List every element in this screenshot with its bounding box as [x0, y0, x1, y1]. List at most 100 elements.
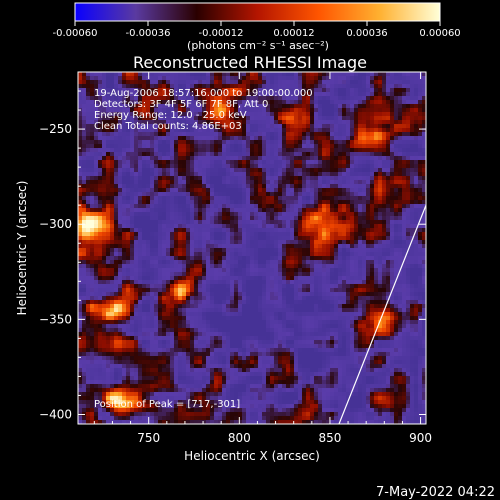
heatmap-cell: [82, 236, 86, 240]
heatmap-cell: [170, 188, 174, 192]
heatmap-cell: [194, 264, 198, 268]
heatmap-cell: [314, 120, 318, 124]
heatmap-cell: [274, 152, 278, 156]
heatmap-cell: [218, 240, 222, 244]
heatmap-cell: [150, 244, 154, 248]
heatmap-cell: [402, 296, 406, 300]
heatmap-cell: [326, 204, 330, 208]
heatmap-cell: [174, 164, 178, 168]
heatmap-cell: [278, 292, 282, 296]
heatmap-cell: [230, 120, 234, 124]
heatmap-cell: [106, 196, 110, 200]
heatmap-cell: [134, 124, 138, 128]
heatmap-cell: [150, 164, 154, 168]
heatmap-cell: [366, 104, 370, 108]
heatmap-cell: [386, 92, 390, 96]
heatmap-cell: [374, 76, 378, 80]
heatmap-cell: [386, 152, 390, 156]
heatmap-cell: [334, 284, 338, 288]
heatmap-cell: [158, 272, 162, 276]
heatmap-cell: [158, 236, 162, 240]
heatmap-cell: [130, 132, 134, 136]
heatmap-cell: [186, 244, 190, 248]
heatmap-cell: [198, 136, 202, 140]
heatmap-cell: [178, 244, 182, 248]
heatmap-cell: [326, 232, 330, 236]
heatmap-cell: [214, 292, 218, 296]
heatmap-cell: [278, 240, 282, 244]
heatmap-cell: [258, 144, 262, 148]
heatmap-cell: [418, 236, 422, 240]
heatmap-cell: [310, 108, 314, 112]
heatmap-cell: [346, 184, 350, 188]
heatmap-cell: [322, 276, 326, 280]
heatmap-cell: [118, 288, 122, 292]
heatmap-cell: [146, 212, 150, 216]
heatmap-cell: [82, 100, 86, 104]
heatmap-cell: [110, 172, 114, 176]
heatmap-cell: [414, 164, 418, 168]
heatmap-cell: [318, 260, 322, 264]
heatmap-cell: [222, 228, 226, 232]
heatmap-cell: [334, 128, 338, 132]
heatmap-cell: [198, 132, 202, 136]
heatmap-cell: [222, 160, 226, 164]
heatmap-cell: [338, 124, 342, 128]
heatmap-cell: [414, 168, 418, 172]
heatmap-cell: [82, 92, 86, 96]
heatmap-cell: [338, 264, 342, 268]
heatmap-cell: [134, 164, 138, 168]
heatmap-cell: [166, 96, 170, 100]
heatmap-cell: [82, 260, 86, 264]
heatmap-cell: [198, 280, 202, 284]
heatmap-cell: [98, 228, 102, 232]
heatmap-cell: [390, 244, 394, 248]
heatmap-cell: [106, 112, 110, 116]
heatmap-cell: [186, 176, 190, 180]
heatmap-cell: [334, 296, 338, 300]
heatmap-cell: [202, 268, 206, 272]
heatmap-cell: [150, 264, 154, 268]
heatmap-cell: [134, 108, 138, 112]
heatmap-cell: [78, 148, 82, 152]
heatmap-cell: [130, 80, 134, 84]
heatmap-cell: [294, 80, 298, 84]
heatmap-cell: [350, 168, 354, 172]
heatmap-cell: [94, 296, 98, 300]
heatmap-cell: [230, 200, 234, 204]
heatmap-cell: [270, 128, 274, 132]
heatmap-cell: [174, 180, 178, 184]
heatmap-cell: [194, 152, 198, 156]
heatmap-cell: [326, 80, 330, 84]
heatmap-cell: [90, 200, 94, 204]
heatmap-cell: [262, 184, 266, 188]
heatmap-cell: [138, 236, 142, 240]
heatmap-cell: [246, 144, 250, 148]
heatmap-cell: [278, 276, 282, 280]
heatmap-cell: [258, 208, 262, 212]
heatmap-cell: [310, 236, 314, 240]
heatmap-cell: [402, 196, 406, 200]
heatmap-cell: [102, 80, 106, 84]
heatmap-cell: [134, 224, 138, 228]
heatmap-cell: [330, 72, 334, 76]
heatmap-cell: [358, 116, 362, 120]
heatmap-cell: [234, 84, 238, 88]
colorbar-ticks: -0.00060 -0.00036 -0.00012 0.00012 0.00036 0.…: [53, 21, 461, 39]
heatmap-cell: [78, 120, 82, 124]
heatmap-cell: [190, 136, 194, 140]
heatmap-cell: [86, 84, 90, 88]
heatmap-cell: [306, 152, 310, 156]
heatmap-cell: [250, 284, 254, 288]
heatmap-cell: [158, 108, 162, 112]
heatmap-cell: [330, 188, 334, 192]
heatmap-cell: [402, 116, 406, 120]
heatmap-cell: [170, 72, 174, 76]
heatmap-cell: [410, 132, 414, 136]
heatmap-cell: [362, 88, 366, 92]
heatmap-cell: [222, 152, 226, 156]
heatmap-cell: [218, 152, 222, 156]
heatmap-cell: [326, 144, 330, 148]
heatmap-cell: [234, 144, 238, 148]
heatmap-cell: [226, 136, 230, 140]
